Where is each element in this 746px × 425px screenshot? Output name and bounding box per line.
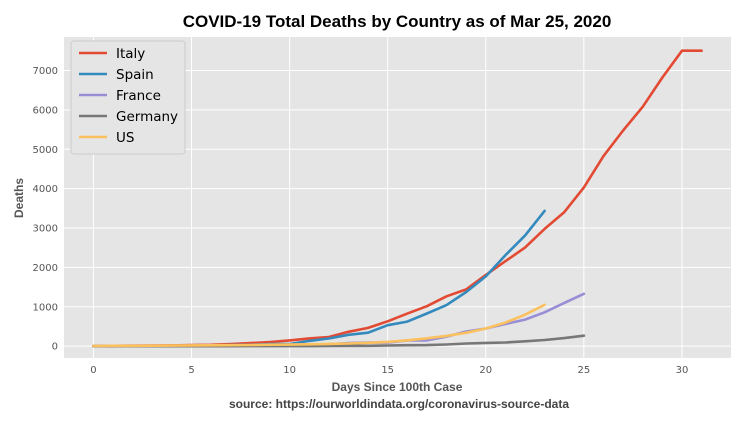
x-tick-label: 10 bbox=[283, 365, 296, 376]
series-line-us bbox=[92, 303, 546, 348]
y-tick-label: 5000 bbox=[33, 145, 58, 156]
legend-label: Germany bbox=[116, 109, 178, 125]
legend-label: US bbox=[116, 130, 134, 146]
tick-labels: 0 5 10 15 20 25 30 0 1000 2000 3000 4000 5000 6000 700… bbox=[33, 66, 689, 376]
y-tick-label: 1000 bbox=[33, 302, 58, 313]
legend: Italy Spain France Germany US bbox=[70, 40, 186, 155]
legend-label: Italy bbox=[116, 46, 145, 62]
y-tick-label: 7000 bbox=[33, 66, 58, 77]
chart-title: COVID-19 Total Deaths by Country as of M… bbox=[183, 12, 612, 31]
legend-box bbox=[70, 40, 186, 155]
x-tick-label: 30 bbox=[676, 365, 689, 376]
legend-label: France bbox=[116, 88, 161, 104]
y-tick-label: 3000 bbox=[33, 224, 58, 235]
y-tick-label: 0 bbox=[52, 342, 58, 353]
x-tick-label: 15 bbox=[381, 365, 394, 376]
y-tick-label: 6000 bbox=[33, 105, 58, 116]
x-tick-label: 5 bbox=[188, 365, 194, 376]
x-axis-label: Days Since 100th Case bbox=[332, 380, 463, 394]
y-tick-label: 2000 bbox=[33, 263, 58, 274]
series-lines bbox=[92, 49, 703, 348]
y-axis-label: Deaths bbox=[12, 178, 26, 218]
legend-label: Spain bbox=[116, 67, 154, 83]
y-tick-label: 4000 bbox=[33, 184, 58, 195]
source-note: source: https://ourworldindata.org/coron… bbox=[229, 397, 569, 411]
x-tick-label: 0 bbox=[90, 365, 96, 376]
x-tick-label: 25 bbox=[578, 365, 591, 376]
x-tick-label: 20 bbox=[479, 365, 492, 376]
